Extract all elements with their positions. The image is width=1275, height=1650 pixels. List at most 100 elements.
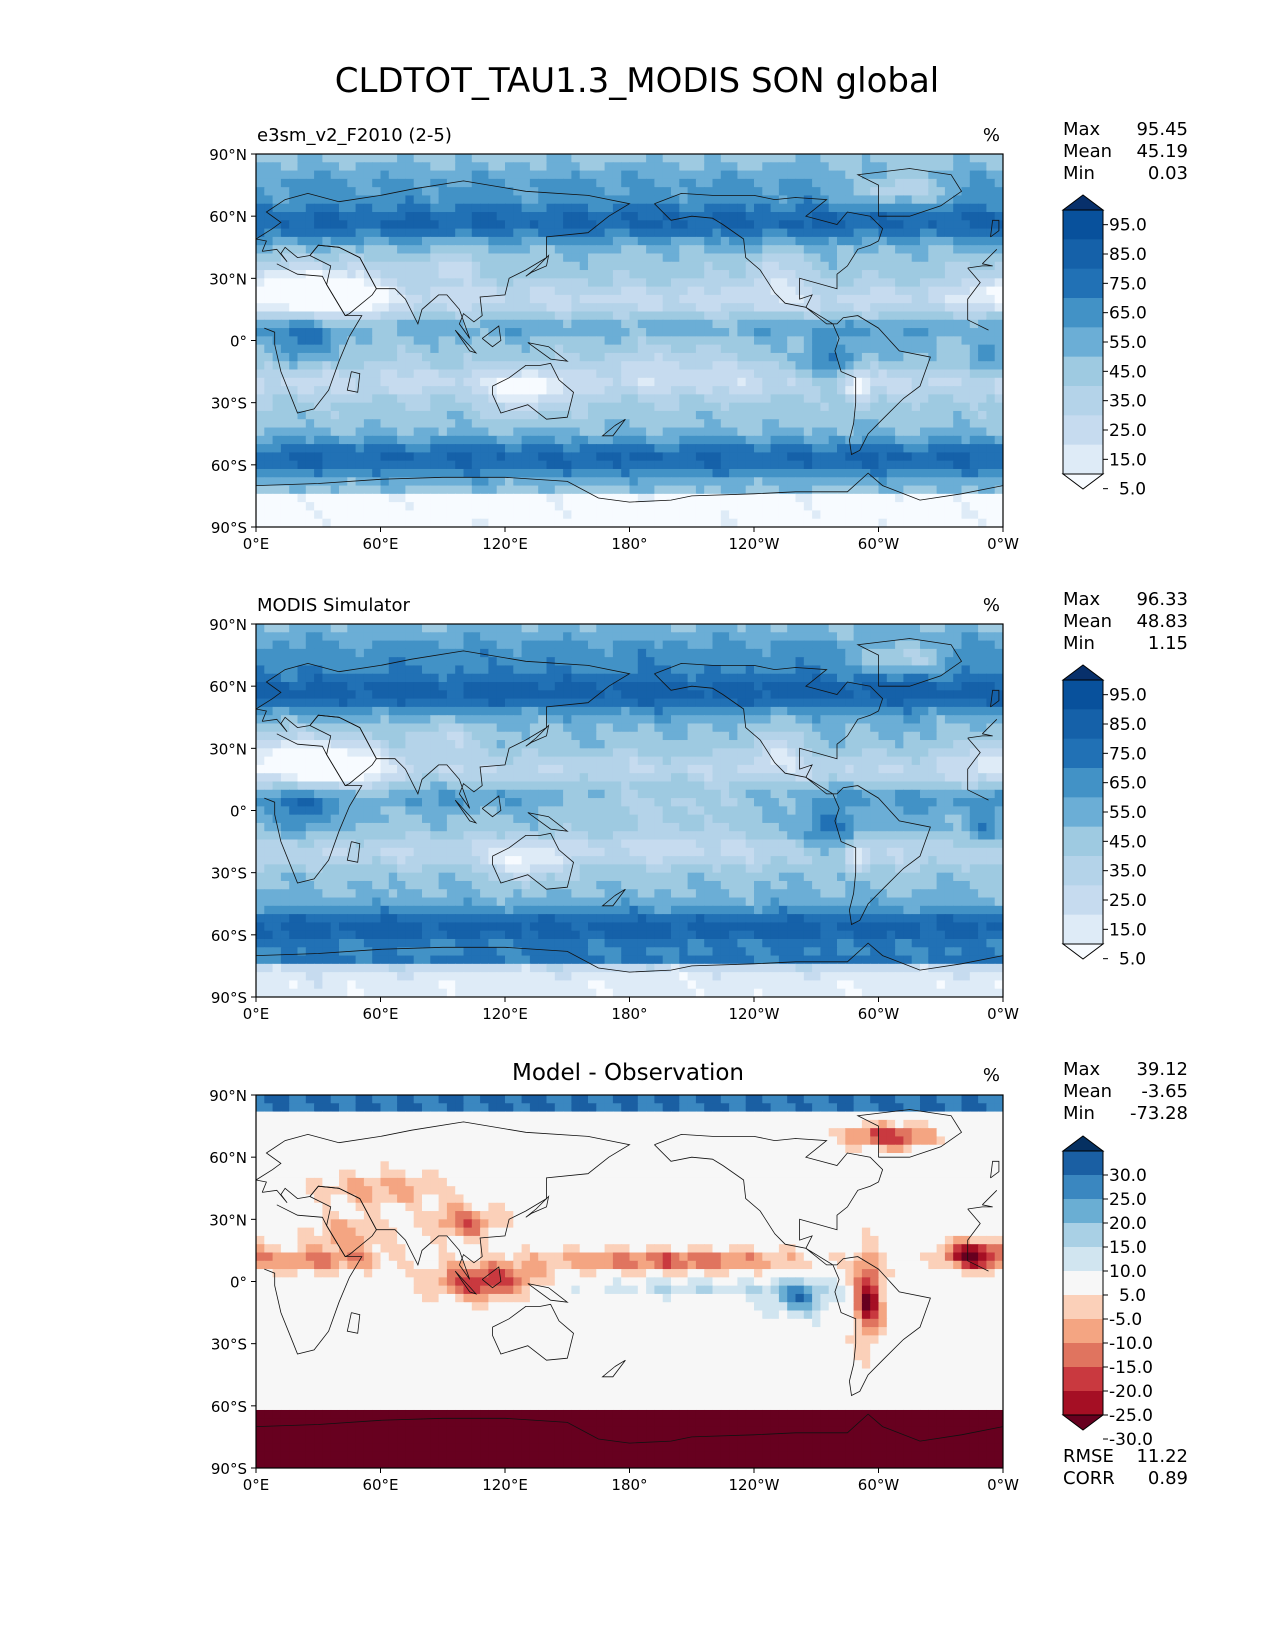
contour-cell <box>886 452 896 462</box>
contour-cell <box>969 657 979 667</box>
contour-cell <box>480 640 489 650</box>
contour-cell <box>803 493 813 503</box>
contour-cell <box>944 648 954 658</box>
contour-cell <box>853 665 863 675</box>
contour-cell <box>895 460 904 470</box>
lat-axis-model: 90°N60°N30°N0°30°S60°S90°S <box>209 146 256 537</box>
contour-cell <box>297 178 307 188</box>
contour-cell <box>529 154 539 163</box>
contour-cell <box>704 369 714 379</box>
contour-cell <box>571 170 581 180</box>
contour-cell <box>496 319 506 329</box>
contour-cell <box>305 311 315 321</box>
contour-cell <box>446 477 456 487</box>
contour-cell <box>488 410 498 420</box>
contour-cell <box>828 435 838 445</box>
contour-cell <box>787 386 797 395</box>
contour-cell <box>812 294 821 304</box>
contour-cell <box>812 518 821 527</box>
contour-cell <box>480 682 489 691</box>
contour-cell <box>803 328 813 337</box>
contour-cell <box>754 303 763 313</box>
contour-cell <box>488 485 498 495</box>
contour-cell <box>861 682 871 691</box>
contour-cell <box>828 245 838 255</box>
contour-cell <box>754 352 763 362</box>
contour-cell <box>488 261 498 271</box>
contour-cell <box>961 261 971 271</box>
contour-cell <box>579 361 589 371</box>
contour-cell <box>671 236 680 246</box>
contour-cell <box>778 286 788 296</box>
contour-cell <box>637 319 647 329</box>
contour-cell <box>679 212 689 221</box>
contour-cell <box>521 624 531 633</box>
contour-cell <box>637 154 647 163</box>
contour-cell <box>845 328 855 337</box>
contour-cell <box>920 444 929 453</box>
contour-cell <box>712 665 722 675</box>
contour-cell <box>563 361 572 371</box>
contour-cell <box>953 270 963 279</box>
contour-cell <box>720 460 730 470</box>
contour-cell <box>961 657 971 667</box>
contour-cell <box>455 253 465 263</box>
contour-cell <box>944 336 954 346</box>
contour-cell <box>704 402 714 412</box>
contour-cell <box>297 665 307 675</box>
contour-cell <box>662 203 672 213</box>
contour-cell <box>953 427 963 437</box>
contour-cell <box>363 435 373 445</box>
contour-cell <box>936 477 946 487</box>
contour-cell <box>812 485 821 495</box>
contour-cell <box>762 352 772 362</box>
contour-cell <box>729 624 738 633</box>
contour-cell <box>355 178 365 188</box>
contour-cell <box>654 278 664 288</box>
contour-cell <box>264 377 274 387</box>
contour-cell <box>272 236 282 246</box>
contour-cell <box>596 460 606 470</box>
contour-cell <box>687 195 697 205</box>
contour-cell <box>471 270 481 279</box>
contour-cell <box>322 394 332 404</box>
contour-cell <box>314 518 323 527</box>
contour-cell <box>297 245 307 255</box>
contour-cell <box>837 648 846 658</box>
contour-cell <box>637 452 647 462</box>
contour-cell <box>505 344 514 354</box>
contour-cell <box>588 303 597 313</box>
contour-cell <box>505 632 514 642</box>
contour-cell <box>621 690 631 700</box>
contour-cell <box>911 253 921 263</box>
contour-cell <box>837 502 846 512</box>
contour-cell <box>430 228 440 238</box>
contour-cell <box>745 311 755 321</box>
contour-cell <box>413 518 423 527</box>
contour-cell <box>314 170 323 180</box>
contour-cell <box>588 195 597 205</box>
contour-cell <box>787 369 797 379</box>
contour-cell <box>886 369 896 379</box>
contour-cell <box>729 460 738 470</box>
contour-cell <box>305 435 315 445</box>
contour-cell <box>505 286 514 296</box>
contour-cell <box>886 170 896 180</box>
contour-cell <box>928 419 938 429</box>
contour-cell <box>928 518 938 527</box>
contour-cell <box>920 261 929 271</box>
contour-cell <box>422 502 431 512</box>
contour-cell <box>720 419 730 429</box>
contour-cell <box>695 682 705 691</box>
contour-cell <box>297 311 307 321</box>
contour-cell <box>280 253 290 263</box>
contour-cell <box>430 278 440 288</box>
contour-cell <box>853 377 863 387</box>
contour-cell <box>994 435 1003 445</box>
lon-tick-label: 60°W <box>858 535 900 553</box>
contour-cell <box>928 212 938 221</box>
contour-cell <box>256 673 265 683</box>
contour-cell <box>978 344 987 354</box>
contour-cell <box>480 460 489 470</box>
contour-cell <box>347 444 357 453</box>
